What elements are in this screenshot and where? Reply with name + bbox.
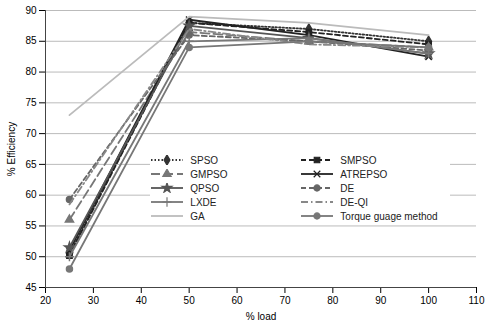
html-text:SPSO: SPSO [190,154,219,166]
svg-text:90: 90 [375,295,387,306]
svg-text:55: 55 [25,220,37,231]
svg-text:80: 80 [327,295,339,306]
svg-text:110: 110 [469,295,485,306]
html-text:GA: GA [190,210,205,222]
svg-text:20: 20 [40,295,52,306]
html-text:Torque guage method: Torque guage method [340,210,438,222]
svg-text:70: 70 [279,295,291,306]
svg-text:50: 50 [184,295,196,306]
html-text:QPSO: QPSO [190,182,220,194]
svg-text:50: 50 [25,251,37,262]
html-text:DE: DE [340,182,355,194]
html-text:DE-QI: DE-QI [340,196,369,208]
svg-text:100: 100 [420,295,437,306]
svg-text:75: 75 [25,97,37,108]
svg-text:60: 60 [25,189,37,200]
svg-text:65: 65 [25,159,37,170]
svg-text:45: 45 [25,282,37,293]
html-text:GMPSO: GMPSO [190,168,228,180]
svg-text:% load: % load [246,311,277,322]
svg-text:85: 85 [25,35,37,46]
svg-text:80: 80 [25,66,37,77]
svg-text:% Efficiency: % Efficiency [6,122,17,176]
html-text:ATREPSO: ATREPSO [340,168,388,180]
svg-text:30: 30 [88,295,100,306]
svg-text:60: 60 [231,295,243,306]
svg-text:90: 90 [25,5,37,16]
svg-text:40: 40 [136,295,148,306]
html-text:LXDE: LXDE [190,196,217,208]
html-text:SMPSO: SMPSO [340,154,377,166]
svg-text:70: 70 [25,128,37,139]
